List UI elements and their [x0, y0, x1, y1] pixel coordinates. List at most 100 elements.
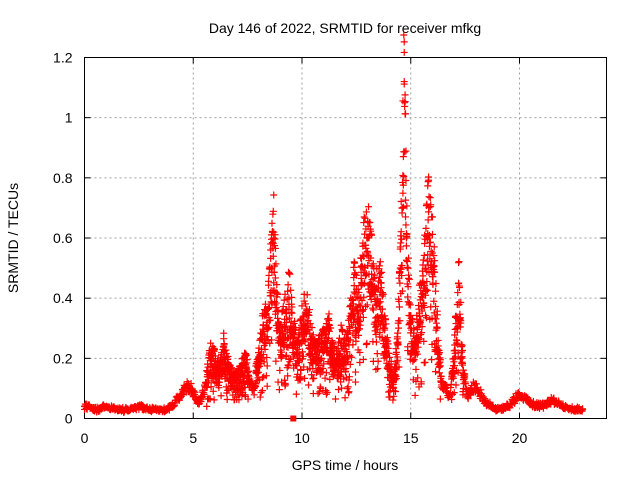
data-point: [282, 351, 290, 359]
data-point: [319, 364, 327, 372]
data-point: [321, 374, 329, 382]
data-point: [309, 331, 317, 339]
data-point: [250, 391, 258, 399]
data-point: [454, 368, 462, 376]
data-point: [537, 402, 545, 410]
data-point: [376, 288, 384, 296]
data-point: [300, 363, 308, 371]
data-point: [344, 383, 352, 391]
data-point: [297, 373, 305, 381]
data-point: [223, 396, 231, 404]
data-point: [348, 295, 356, 303]
data-point: [363, 301, 371, 309]
data-point: [265, 277, 273, 285]
data-point: [419, 272, 427, 280]
data-point: [429, 249, 436, 257]
data-point: [400, 31, 408, 39]
data-point: [268, 336, 276, 344]
data-point: [328, 354, 336, 362]
data-point: [270, 191, 278, 199]
data-point: [274, 324, 282, 332]
data-point: [323, 389, 331, 397]
data-point: [370, 275, 378, 283]
data-point: [233, 378, 241, 386]
data-point: [396, 245, 404, 253]
x-tick-label: 20: [512, 430, 528, 446]
data-point: [419, 256, 427, 264]
y-tick-label: 1: [65, 110, 73, 126]
data-point: [243, 356, 251, 364]
data-point: [402, 177, 410, 185]
data-point: [410, 329, 418, 337]
data-point: [398, 272, 406, 280]
data-point: [376, 298, 384, 306]
data-point: [370, 264, 378, 272]
data-point: [215, 372, 223, 380]
data-point: [250, 384, 258, 392]
data-point: [356, 359, 364, 367]
data-point: [398, 204, 406, 212]
data-point: [320, 360, 328, 368]
data-point: [292, 390, 300, 398]
data-point: [389, 378, 397, 386]
data-point: [211, 346, 219, 354]
data-point: [433, 324, 441, 332]
data-point: [397, 228, 405, 236]
data-point: [352, 271, 360, 279]
data-point: [207, 354, 215, 362]
data-point: [269, 207, 277, 215]
data-point: [374, 365, 382, 373]
data-point: [433, 307, 441, 315]
data-point: [268, 264, 276, 272]
data-point: [315, 348, 323, 356]
data-point: [168, 402, 175, 410]
data-point: [237, 369, 245, 377]
data-point: [494, 405, 502, 413]
data-point: [272, 357, 280, 365]
data-point: [217, 392, 225, 400]
data-point: [416, 335, 424, 343]
data-point: [261, 300, 269, 308]
data-point: [288, 309, 296, 317]
data-point: [238, 392, 246, 400]
data-point: [429, 273, 437, 281]
data-point: [146, 405, 154, 413]
data-point: [426, 238, 434, 246]
data-point: [396, 317, 404, 325]
data-point: [389, 396, 397, 404]
data-point: [432, 368, 440, 376]
data-point: [427, 201, 435, 209]
data-point: [289, 330, 297, 338]
data-point: [435, 369, 443, 377]
data-point: [302, 330, 310, 338]
data-point: [346, 324, 354, 332]
data-point: [401, 148, 409, 156]
data-point: [181, 384, 189, 392]
x-tick-label: 10: [294, 430, 310, 446]
data-point: [359, 264, 367, 272]
data-point: [360, 293, 368, 301]
data-point: [305, 381, 313, 389]
data-point: [368, 270, 376, 278]
data-point: [241, 360, 249, 368]
data-point: [91, 405, 99, 413]
data-point: [424, 216, 432, 224]
data-point: [402, 213, 410, 221]
data-point: [423, 287, 431, 295]
data-point: [337, 321, 345, 329]
data-point: [378, 268, 386, 276]
data-point: [209, 387, 217, 395]
data-point: [351, 259, 359, 267]
data-point: [396, 279, 404, 287]
data-point: [359, 356, 367, 364]
data-point: [272, 299, 280, 307]
data-point: [206, 395, 214, 403]
data-point: [421, 358, 429, 366]
data-point: [425, 176, 433, 184]
data-point: [211, 360, 219, 368]
x-tick-label: 0: [81, 430, 89, 446]
data-point: [198, 393, 206, 401]
data-point: [355, 309, 363, 317]
data-point: [303, 291, 311, 299]
y-tick-label: 0.8: [53, 170, 73, 186]
